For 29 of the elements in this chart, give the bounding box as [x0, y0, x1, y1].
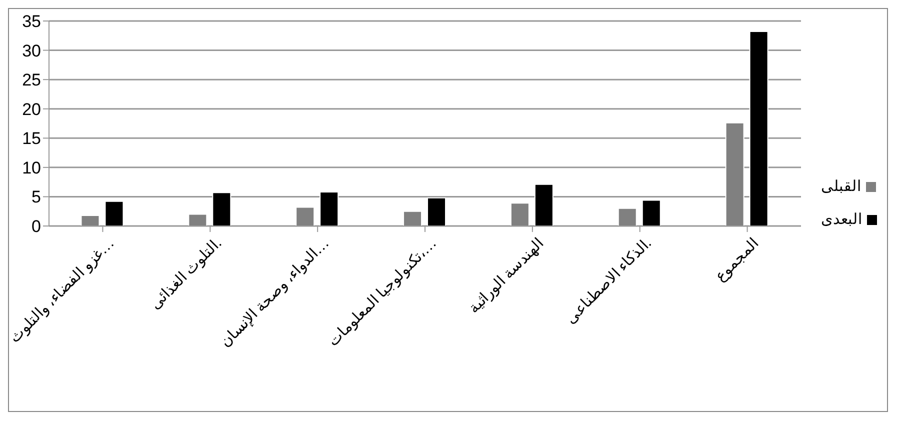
bar — [320, 192, 339, 226]
bar — [296, 206, 315, 226]
x-tick-label: الذكاء الاصطناعى. — [563, 236, 655, 328]
x-tick-label: المجموع — [712, 236, 762, 286]
y-tick-label: 0 — [32, 217, 41, 236]
y-tick-label: 10 — [22, 158, 41, 178]
bar — [725, 122, 744, 226]
bar — [80, 214, 100, 226]
bar — [510, 202, 530, 226]
y-tick-label: 5 — [32, 188, 41, 207]
bar — [618, 208, 637, 226]
x-tick-label: الهندسة الوراثية — [466, 236, 548, 317]
x-tick-label: التلوث الغذائى. — [148, 236, 225, 313]
bar — [212, 192, 232, 226]
x-tick-label: غزو الفضاء، والتلوث… — [6, 236, 118, 346]
y-tick-label: 20 — [22, 100, 41, 119]
y-tick-label: 30 — [22, 41, 41, 60]
legend-label: القبلى — [821, 178, 861, 196]
legend-label: البعدى — [821, 211, 862, 229]
bar — [188, 214, 208, 226]
bar — [427, 197, 446, 226]
bar — [104, 200, 124, 226]
bar — [749, 31, 768, 226]
bar — [642, 200, 661, 226]
bar — [403, 210, 422, 226]
y-tick-label: 35 — [22, 12, 41, 32]
y-tick-label: 15 — [22, 129, 41, 148]
bar — [534, 184, 554, 226]
y-tick-label: 25 — [22, 70, 41, 90]
